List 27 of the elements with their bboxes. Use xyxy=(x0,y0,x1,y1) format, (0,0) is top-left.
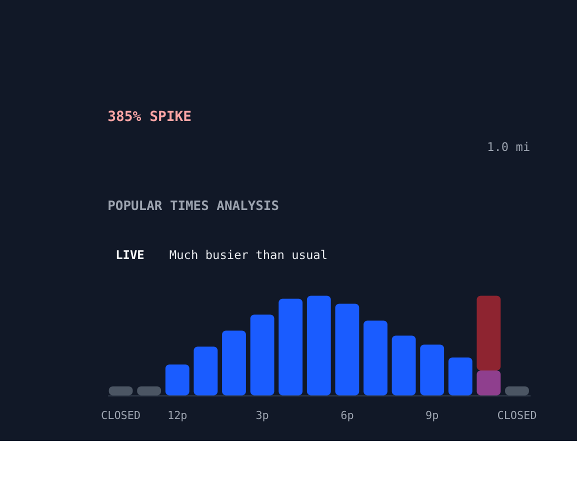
bar xyxy=(306,296,331,396)
text: Much busier than usual xyxy=(169,248,328,262)
x-tick-label: 6p xyxy=(340,408,354,422)
bar xyxy=(392,336,416,396)
bar xyxy=(108,386,133,396)
text: 1.0 mi xyxy=(487,140,530,154)
bar xyxy=(448,358,472,396)
chart-title: POPULAR TIMES ANALYSIS xyxy=(108,198,280,214)
x-tick-label: CLOSED xyxy=(101,408,141,422)
bar xyxy=(364,320,388,396)
bar xyxy=(194,346,218,396)
bar xyxy=(505,386,529,396)
bar xyxy=(420,344,444,396)
text: LIVE xyxy=(116,248,144,262)
x-tick-label: CLOSED xyxy=(497,408,537,422)
text: 385% SPIKE xyxy=(108,108,192,125)
bar xyxy=(476,296,501,370)
x-tick-label: 9p xyxy=(425,408,439,422)
x-tick-label: 3p xyxy=(256,408,269,422)
bar xyxy=(476,370,501,396)
bar xyxy=(278,298,303,396)
x-tick-label: 12p xyxy=(167,408,188,422)
bar xyxy=(335,304,360,396)
bar xyxy=(165,364,190,396)
bar xyxy=(250,314,274,396)
bar xyxy=(222,330,246,396)
bar xyxy=(137,386,162,396)
